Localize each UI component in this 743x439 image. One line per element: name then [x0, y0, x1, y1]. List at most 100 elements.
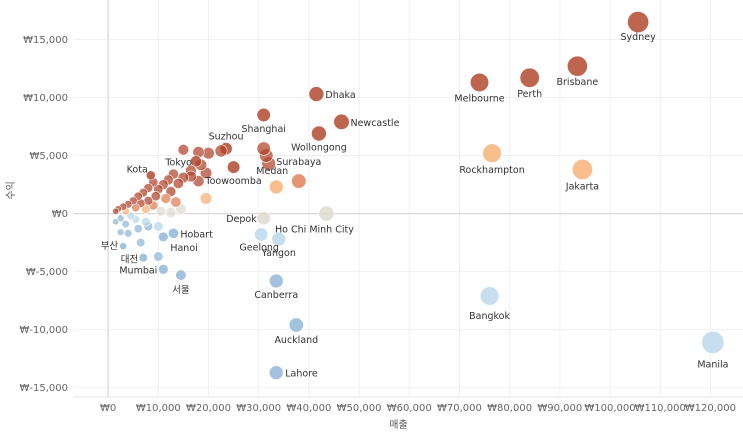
y-tick-label: ₩15,000: [23, 35, 68, 46]
x-tick-label: ₩50,000: [337, 403, 382, 414]
point-label: Dhaka: [325, 90, 355, 101]
point-label: Depok: [226, 214, 257, 225]
data-point: [112, 207, 120, 215]
point-label: Melbourne: [454, 93, 504, 104]
city-point: [627, 11, 650, 33]
data-point: [177, 144, 190, 156]
point-label: 대전: [121, 255, 138, 266]
x-tick-label: ₩100,000: [584, 403, 635, 414]
point-label: 부산: [101, 241, 119, 252]
city-point: [333, 113, 350, 130]
y-tick-label: ₩5,000: [29, 151, 68, 162]
point-label: Surabaya: [276, 157, 321, 168]
city-point: [269, 273, 284, 289]
y-tick-labels: ₩15,000 ₩10,000 ₩5,000 ₩0 ₩-5,000 ₩-10,000 ₩-1…: [20, 35, 69, 394]
city-point: [226, 160, 241, 174]
city-point: [291, 173, 307, 189]
city-point: [566, 55, 588, 77]
city-point: [119, 242, 128, 251]
data-point: [136, 238, 146, 248]
city-point: [158, 264, 169, 275]
x-tick-label: ₩120,000: [685, 403, 736, 414]
city-point: [256, 211, 271, 226]
city-point: [288, 317, 304, 333]
data-point: [214, 144, 228, 158]
point-label: Manila: [697, 359, 728, 370]
point-label: Ho Chi Minh City: [275, 225, 354, 236]
point-label: Suzhou: [209, 132, 244, 143]
point-label: Newcastle: [350, 118, 399, 129]
city-point: [138, 253, 148, 263]
city-point: [479, 286, 500, 306]
data-point: [116, 228, 125, 236]
x-tick-label: ₩70,000: [437, 403, 482, 414]
city-point: [256, 107, 271, 122]
data-point: [172, 177, 184, 189]
city-point: [469, 72, 490, 92]
x-tick-label: ₩90,000: [537, 403, 582, 414]
data-point: [153, 221, 164, 232]
point-label: Geelong: [239, 242, 279, 253]
x-tick-labels: ₩0 ₩10,000 ₩20,000 ₩30,000 ₩40,000 ₩50,000 ₩60…: [100, 403, 736, 414]
point-label: Hobart: [180, 229, 213, 240]
y-tick-label: ₩-15,000: [20, 383, 69, 394]
x-tick-label: ₩10,000: [136, 403, 181, 414]
data-point: [124, 229, 133, 238]
point-label: Toowoomba: [204, 176, 261, 187]
y-axis-title: 수익: [5, 181, 17, 199]
point-label: 서울: [172, 285, 190, 296]
data-point: [256, 141, 271, 156]
data-point: [116, 214, 125, 223]
point-label: Tokyo: [164, 157, 192, 168]
point-label: Medan: [256, 166, 288, 177]
point-label: Wollongong: [291, 142, 347, 153]
city-point: [318, 205, 335, 222]
city-point: [311, 125, 327, 142]
data-point: [126, 211, 135, 221]
y-tick-label: ₩0: [52, 209, 68, 220]
data-point: [170, 196, 182, 208]
point-label: Yangon: [261, 248, 296, 259]
point-label: Bangkok: [469, 311, 510, 322]
city-point: [175, 269, 187, 281]
data-point: [133, 224, 143, 234]
city-point: [190, 155, 202, 168]
x-axis-title: 매출: [389, 419, 407, 431]
y-tick-label: ₩-10,000: [20, 325, 69, 336]
data-point: [199, 192, 213, 205]
point-label: Hanoi: [170, 243, 197, 254]
point-label: Jakarta: [565, 181, 599, 192]
y-tick-label: ₩10,000: [23, 93, 68, 104]
y-tick-label: ₩-5,000: [26, 267, 68, 278]
point-label: Kota: [127, 164, 148, 175]
city-point: [571, 159, 593, 180]
point-label: Auckland: [274, 335, 318, 346]
x-tick-label: ₩20,000: [186, 403, 231, 414]
point-label: Sydney: [621, 32, 657, 43]
point-label: Canberra: [254, 290, 298, 301]
city-point: [269, 179, 284, 195]
city-point: [158, 231, 169, 243]
point-label: Mumbai: [119, 265, 157, 276]
city-point: [145, 170, 156, 181]
data-point: [112, 218, 120, 226]
data-point: [153, 251, 164, 262]
data-point: [155, 206, 166, 217]
city-point: [269, 365, 284, 380]
data-point: [121, 220, 130, 229]
point-label: Perth: [517, 89, 542, 100]
point-label: Shanghai: [242, 124, 286, 135]
x-tick-label: ₩0: [100, 403, 116, 414]
x-tick-label: ₩110,000: [635, 403, 686, 414]
data-point: [141, 216, 151, 227]
city-point: [519, 67, 540, 88]
x-tick-label: ₩30,000: [236, 403, 281, 414]
data-points: [112, 11, 725, 380]
city-point: [308, 86, 325, 102]
x-tick-label: ₩80,000: [487, 403, 532, 414]
x-tick-label: ₩40,000: [286, 403, 331, 414]
point-label: Brisbane: [557, 77, 599, 88]
city-point: [701, 330, 725, 354]
